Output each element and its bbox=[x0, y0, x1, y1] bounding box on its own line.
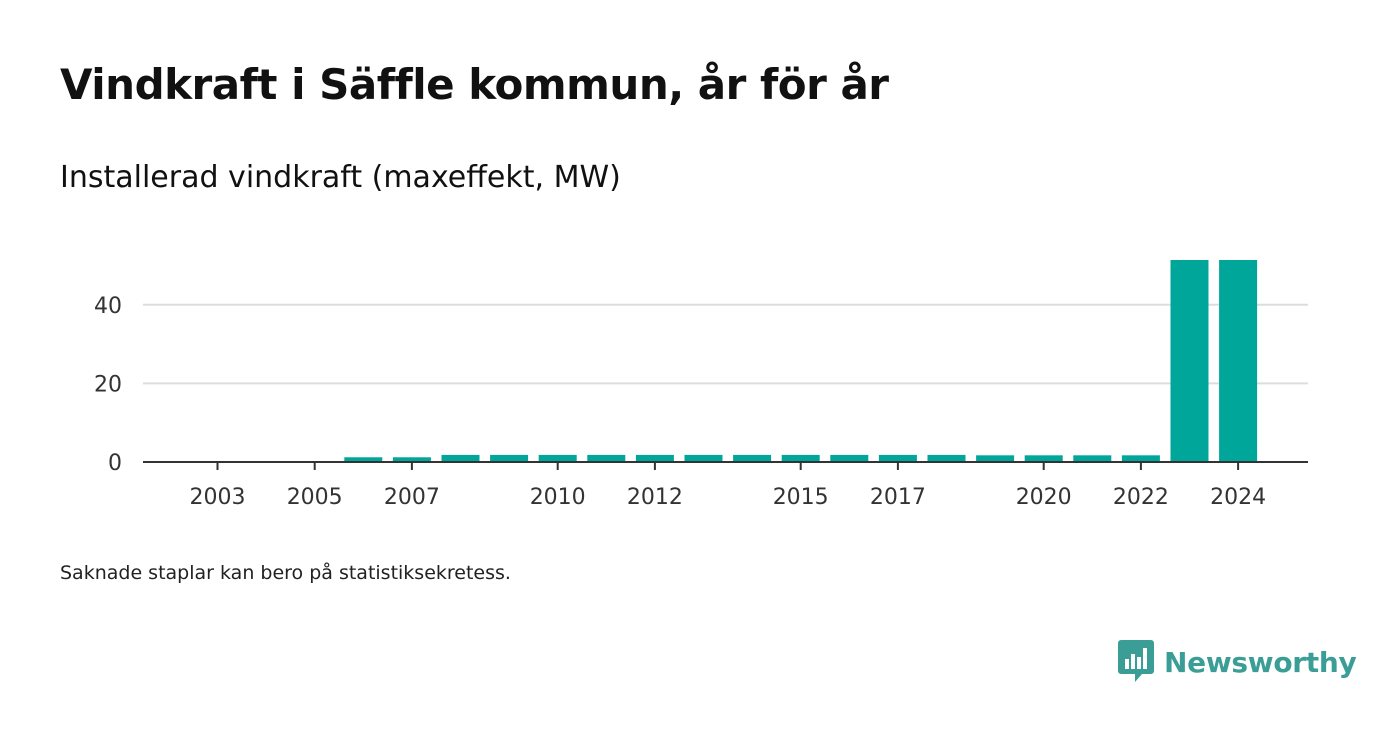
x-tick-label: 2007 bbox=[384, 485, 440, 510]
bar-2009 bbox=[490, 454, 529, 462]
y-tick-label: 0 bbox=[108, 451, 122, 476]
x-tick-label: 2015 bbox=[773, 485, 829, 510]
gridlines bbox=[143, 303, 1308, 385]
bar-2015 bbox=[781, 454, 820, 462]
y-tick-label: 40 bbox=[94, 294, 122, 319]
x-tick-label: 2020 bbox=[1016, 485, 1072, 510]
bar-2014 bbox=[733, 454, 772, 462]
bar-2010 bbox=[538, 454, 577, 462]
y-tick-label: 20 bbox=[94, 372, 122, 397]
bar-2016 bbox=[830, 454, 869, 462]
bar-2013 bbox=[684, 454, 723, 462]
bar-2011 bbox=[587, 454, 626, 462]
bar-2006 bbox=[344, 457, 383, 462]
x-tick-label: 2005 bbox=[287, 485, 343, 510]
x-tick-label: 2003 bbox=[190, 485, 246, 510]
x-tick-label: 2022 bbox=[1113, 485, 1169, 510]
bars bbox=[344, 260, 1258, 462]
bar-2012 bbox=[635, 454, 674, 462]
bar-2024 bbox=[1219, 260, 1258, 462]
bar-2017 bbox=[878, 454, 917, 462]
bar-2021 bbox=[1073, 455, 1112, 462]
x-tick-label: 2024 bbox=[1210, 485, 1266, 510]
bar-2019 bbox=[976, 455, 1015, 462]
bar-2020 bbox=[1024, 455, 1063, 462]
x-tick-label: 2017 bbox=[870, 485, 926, 510]
bar-2008 bbox=[441, 454, 480, 462]
x-axis-ticks: 2003 2005 2007 2010 2012 2015 2017 2020 2022 2024 bbox=[190, 462, 1266, 510]
chart-subtitle: Installerad vindkraft (maxeffekt, MW) bbox=[60, 160, 621, 195]
bar-2023 bbox=[1170, 260, 1209, 462]
bar-2018 bbox=[927, 454, 966, 462]
bar-2022 bbox=[1121, 455, 1160, 462]
newsworthy-logo-icon bbox=[1118, 640, 1154, 682]
brand-logo[interactable]: Newsworthy bbox=[1118, 640, 1357, 684]
chart-title: Vindkraft i Säffle kommun, år för år bbox=[60, 60, 889, 109]
brand-name: Newsworthy bbox=[1164, 645, 1357, 679]
footnote: Saknade staplar kan bero på statistiksek… bbox=[60, 562, 511, 584]
x-tick-label: 2012 bbox=[627, 485, 683, 510]
bar-2007 bbox=[392, 457, 431, 462]
x-tick-label: 2010 bbox=[530, 485, 586, 510]
y-axis-ticks: 0 20 40 bbox=[94, 294, 122, 476]
